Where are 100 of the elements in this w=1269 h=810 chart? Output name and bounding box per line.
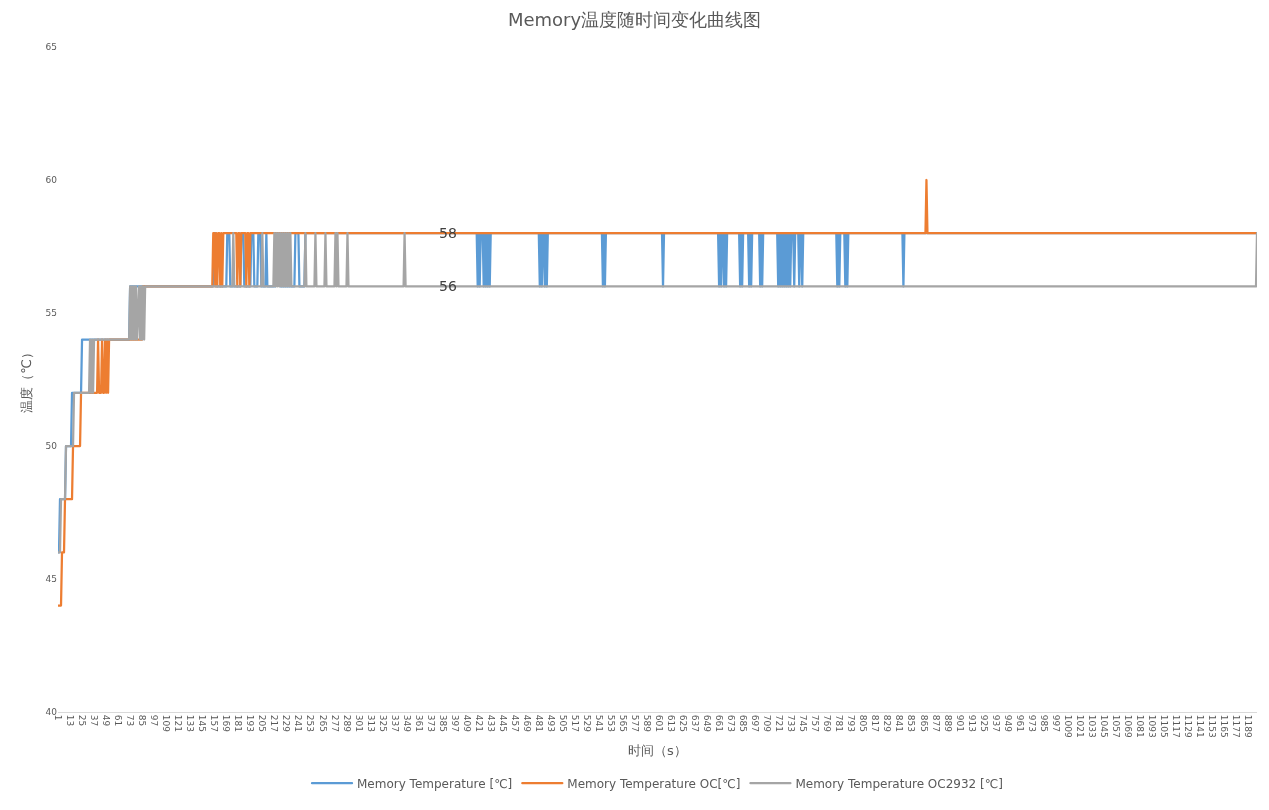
x-tick-label: 193: [245, 714, 256, 732]
x-tick-label: 877: [930, 714, 941, 732]
x-tick-label: 565: [618, 714, 629, 732]
x-tick-label: 37: [89, 714, 100, 727]
x-tick-label: 121: [173, 714, 184, 732]
x-tick-label: 505: [557, 714, 568, 732]
x-tick-label: 1117: [1170, 714, 1181, 738]
x-tick-label: 1153: [1206, 714, 1217, 738]
x-tick-label: 793: [846, 714, 857, 732]
x-tick-label: 325: [377, 714, 388, 732]
x-tick-label: 409: [461, 714, 472, 733]
x-tick-label: 49: [101, 714, 112, 727]
x-tick-label: 145: [197, 714, 208, 732]
x-tick-label: 817: [870, 714, 881, 732]
x-tick-label: 973: [1026, 714, 1037, 732]
chart-title: Memory温度随时间变化曲线图: [507, 9, 762, 31]
x-tick-label: 289: [341, 714, 352, 733]
y-tick-label: 50: [45, 441, 58, 452]
x-tick-label: 685: [738, 714, 749, 732]
x-tick-label: 301: [353, 714, 364, 732]
x-tick-label: 985: [1038, 714, 1049, 732]
x-tick-label: 157: [209, 714, 220, 732]
x-tick-label: 553: [605, 714, 616, 732]
x-tick-label: 1129: [1182, 714, 1193, 738]
x-tick-label: 277: [329, 714, 340, 732]
x-tick-label: 1081: [1134, 714, 1145, 738]
x-tick-label: 637: [690, 714, 701, 732]
y-tick-label: 55: [45, 308, 57, 319]
x-tick-label: 913: [966, 714, 977, 732]
x-tick-label: 721: [774, 714, 785, 732]
x-tick-label: 181: [233, 714, 244, 732]
x-tick-label: 613: [666, 714, 677, 732]
x-tick-label: 421: [473, 714, 484, 732]
x-tick-label: 445: [497, 714, 508, 732]
line-series: [58, 178, 1257, 607]
x-tick-label: 1069: [1122, 714, 1133, 738]
x-tick-label: 433: [485, 714, 496, 732]
x-tick-label: 661: [714, 714, 725, 732]
x-tick-label: 589: [642, 714, 653, 733]
x-tick-label: 469: [521, 714, 532, 733]
x-tick-label: 757: [810, 714, 821, 732]
x-tick-label: 229: [281, 714, 292, 733]
x-tick-label: 1177: [1231, 714, 1242, 738]
legend-label: Memory Temperature OC[℃]: [567, 776, 741, 791]
x-tick-label: 493: [545, 714, 556, 732]
x-tick-label: 601: [654, 714, 665, 732]
x-tick-label: 1057: [1110, 714, 1121, 738]
x-tick-label: 733: [786, 714, 797, 732]
x-tick-label: 397: [449, 714, 460, 732]
y-axis-title: 温度（℃）: [19, 346, 35, 413]
y-tick-label: 60: [45, 175, 58, 186]
x-tick-label: 697: [750, 714, 761, 732]
legend-label: Memory Temperature OC2932 [℃]: [795, 776, 1003, 791]
x-tick-label: 529: [581, 714, 592, 733]
x-tick-label: 1189: [1243, 714, 1254, 738]
x-tick-label: 1105: [1158, 714, 1169, 738]
x-tick-label: 1045: [1098, 714, 1109, 738]
x-tick-label: 73: [125, 714, 136, 727]
x-tick-label: 673: [726, 714, 737, 732]
x-tick-label: 625: [678, 714, 689, 732]
x-tick-label: 781: [834, 714, 845, 732]
x-tick-label: 517: [569, 714, 580, 732]
x-tick-label: 1: [53, 714, 64, 721]
x-tick-label: 1033: [1086, 714, 1097, 738]
x-tick-label: 745: [798, 714, 809, 732]
x-tick-label: 217: [269, 714, 280, 732]
x-tick-label: 25: [77, 714, 88, 727]
x-tick-label: 349: [401, 714, 412, 733]
x-tick-label: 13: [65, 714, 76, 727]
x-tick-label: 109: [161, 714, 172, 733]
x-tick-label: 997: [1050, 714, 1061, 732]
x-tick-label: 949: [1002, 714, 1013, 733]
x-tick-label: 769: [822, 714, 833, 733]
x-tick-label: 901: [954, 714, 965, 732]
x-tick-label: 1141: [1194, 714, 1205, 738]
x-tick-label: 925: [978, 714, 989, 732]
x-tick-label: 841: [894, 714, 905, 732]
x-tick-label: 1009: [1062, 714, 1073, 738]
x-tick-label: 85: [137, 714, 148, 727]
x-tick-label: 313: [365, 714, 376, 732]
x-tick-label: 97: [149, 714, 160, 727]
x-tick-label: 649: [702, 714, 713, 733]
x-tick-label: 337: [389, 714, 400, 732]
x-tick-label: 1093: [1146, 714, 1157, 738]
x-tick-label: 169: [221, 714, 232, 733]
x-tick-label: 1165: [1219, 714, 1230, 738]
x-tick-label: 265: [317, 714, 328, 732]
x-tick-label: 133: [185, 714, 196, 732]
x-tick-label: 61: [113, 714, 124, 727]
x-tick-label: 961: [1014, 714, 1025, 732]
x-tick-label: 853: [906, 714, 917, 732]
x-tick-label: 541: [593, 714, 604, 732]
x-tick-label: 865: [918, 714, 929, 732]
x-tick-label: 385: [437, 714, 448, 732]
x-tick-label: 577: [630, 714, 641, 732]
y-tick-label: 45: [45, 574, 57, 585]
x-tick-label: 241: [293, 714, 304, 732]
x-tick-label: 937: [990, 714, 1001, 732]
x-tick-label: 481: [533, 714, 544, 732]
x-tick-label: 205: [257, 714, 268, 732]
